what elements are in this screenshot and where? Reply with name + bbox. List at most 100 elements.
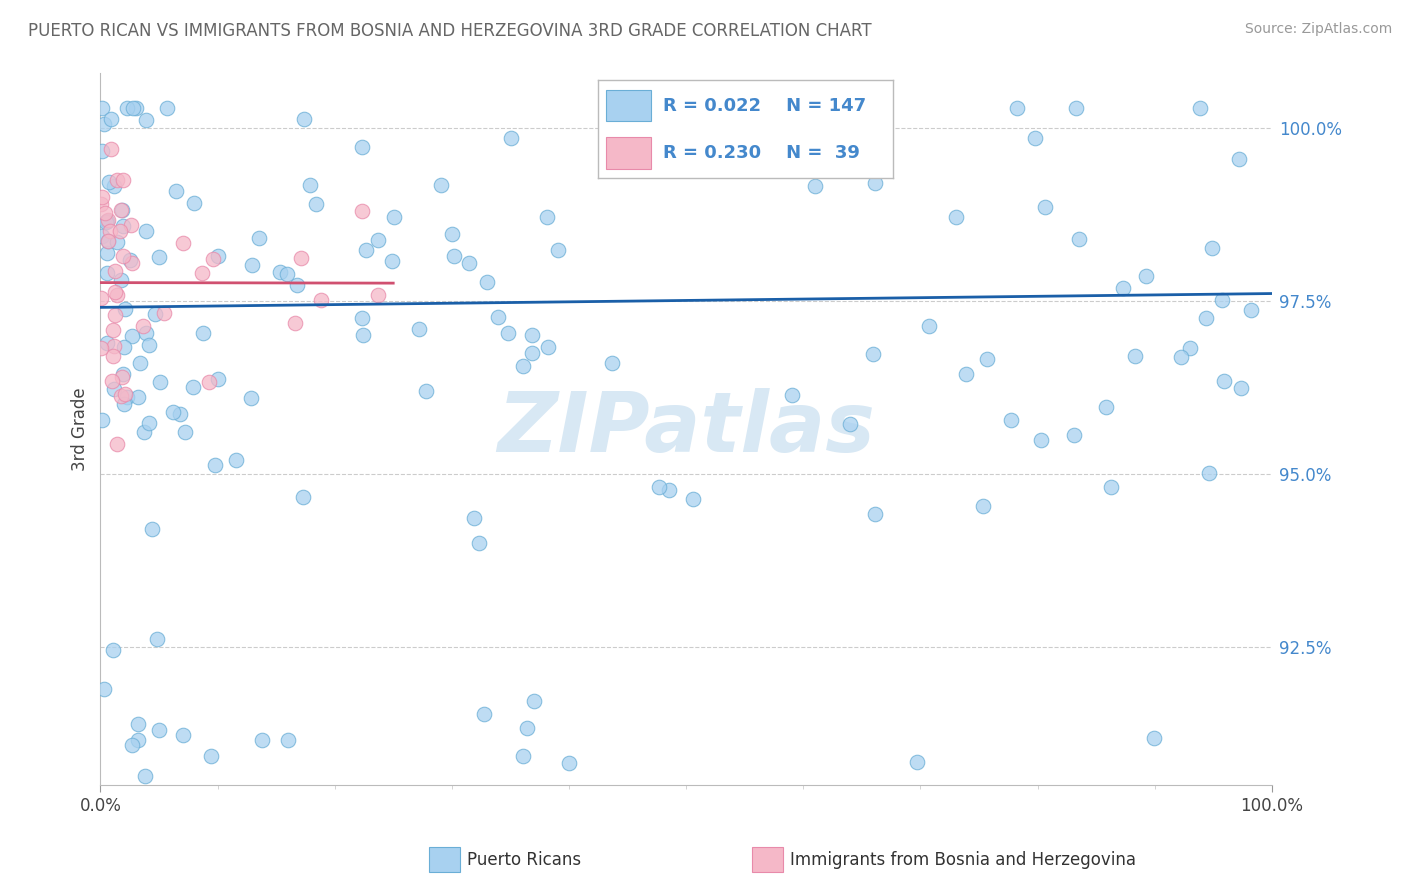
Point (90, 291, 112, 305)
Point (103, 349, 125, 363)
Point (523, 694, 546, 708)
Point (240, 258, 263, 272)
Point (415, 384, 437, 398)
Point (96, 266, 118, 280)
Point (200, 749, 222, 764)
Point (475, 276, 498, 290)
Point (1227, 152, 1250, 166)
Point (105, 173, 128, 187)
Point (350, 204, 373, 219)
Point (121, 328, 143, 343)
Point (862, 346, 884, 360)
Point (197, 375, 219, 389)
Point (129, 355, 152, 369)
Point (96, 335, 118, 350)
Point (486, 310, 509, 325)
Point (146, 632, 169, 646)
Point (114, 387, 136, 401)
Point (120, 219, 142, 233)
Point (110, 202, 132, 217)
Point (112, 249, 135, 263)
Point (382, 210, 405, 224)
Point (132, 425, 155, 440)
Point (443, 249, 465, 263)
Text: R = 0.230    N =  39: R = 0.230 N = 39 (662, 144, 859, 161)
Point (440, 227, 463, 242)
Text: Immigrants from Bosnia and Herzegovina: Immigrants from Bosnia and Herzegovina (790, 851, 1136, 869)
Point (472, 706, 495, 721)
Point (547, 243, 569, 257)
Point (945, 211, 967, 225)
Point (162, 405, 184, 419)
Point (96, 245, 118, 260)
Point (122, 101, 145, 115)
Point (558, 756, 581, 770)
Point (1094, 400, 1116, 414)
Point (172, 235, 194, 250)
Point (96, 213, 118, 227)
Point (918, 318, 941, 333)
Point (658, 483, 681, 497)
Point (93, 118, 115, 132)
Point (103, 382, 125, 396)
Point (111, 202, 134, 217)
Point (143, 306, 166, 320)
Point (842, 130, 865, 145)
Point (110, 388, 132, 402)
Point (97, 234, 120, 248)
Point (1033, 200, 1056, 214)
Point (955, 367, 977, 381)
Point (149, 376, 172, 390)
Point (292, 112, 315, 126)
Point (100, 112, 122, 127)
Point (430, 178, 453, 192)
Point (101, 374, 124, 388)
Point (118, 252, 141, 267)
Point (165, 184, 187, 198)
Point (1063, 428, 1085, 442)
Point (1239, 303, 1261, 318)
Point (105, 287, 128, 301)
Bar (606, 90, 651, 121)
Point (536, 210, 558, 224)
Point (512, 359, 534, 373)
Point (1194, 311, 1216, 326)
Point (112, 397, 135, 411)
Point (1170, 350, 1192, 364)
Point (463, 511, 485, 525)
Point (153, 305, 176, 319)
Point (115, 391, 138, 405)
Point (381, 253, 404, 268)
Point (839, 417, 862, 431)
Point (354, 243, 377, 257)
Point (468, 535, 491, 549)
Point (863, 176, 886, 190)
Point (972, 499, 994, 513)
Point (976, 351, 998, 366)
Point (292, 491, 315, 505)
Point (803, 179, 825, 194)
Point (101, 323, 124, 337)
Point (135, 326, 157, 341)
Point (1135, 268, 1157, 283)
Point (284, 316, 307, 330)
Point (457, 255, 479, 269)
Point (1123, 349, 1146, 363)
Text: Puerto Ricans: Puerto Ricans (467, 851, 581, 869)
Point (648, 479, 671, 493)
Point (352, 310, 374, 325)
Point (135, 224, 157, 238)
Point (148, 250, 170, 264)
Point (121, 738, 143, 752)
Point (181, 380, 204, 394)
Point (103, 339, 125, 353)
Point (516, 721, 538, 735)
Point (537, 340, 560, 354)
Point (104, 308, 127, 322)
Point (522, 328, 544, 343)
Point (298, 178, 321, 192)
Point (156, 101, 179, 115)
Point (1029, 434, 1052, 448)
Point (105, 436, 128, 450)
Point (367, 233, 389, 247)
